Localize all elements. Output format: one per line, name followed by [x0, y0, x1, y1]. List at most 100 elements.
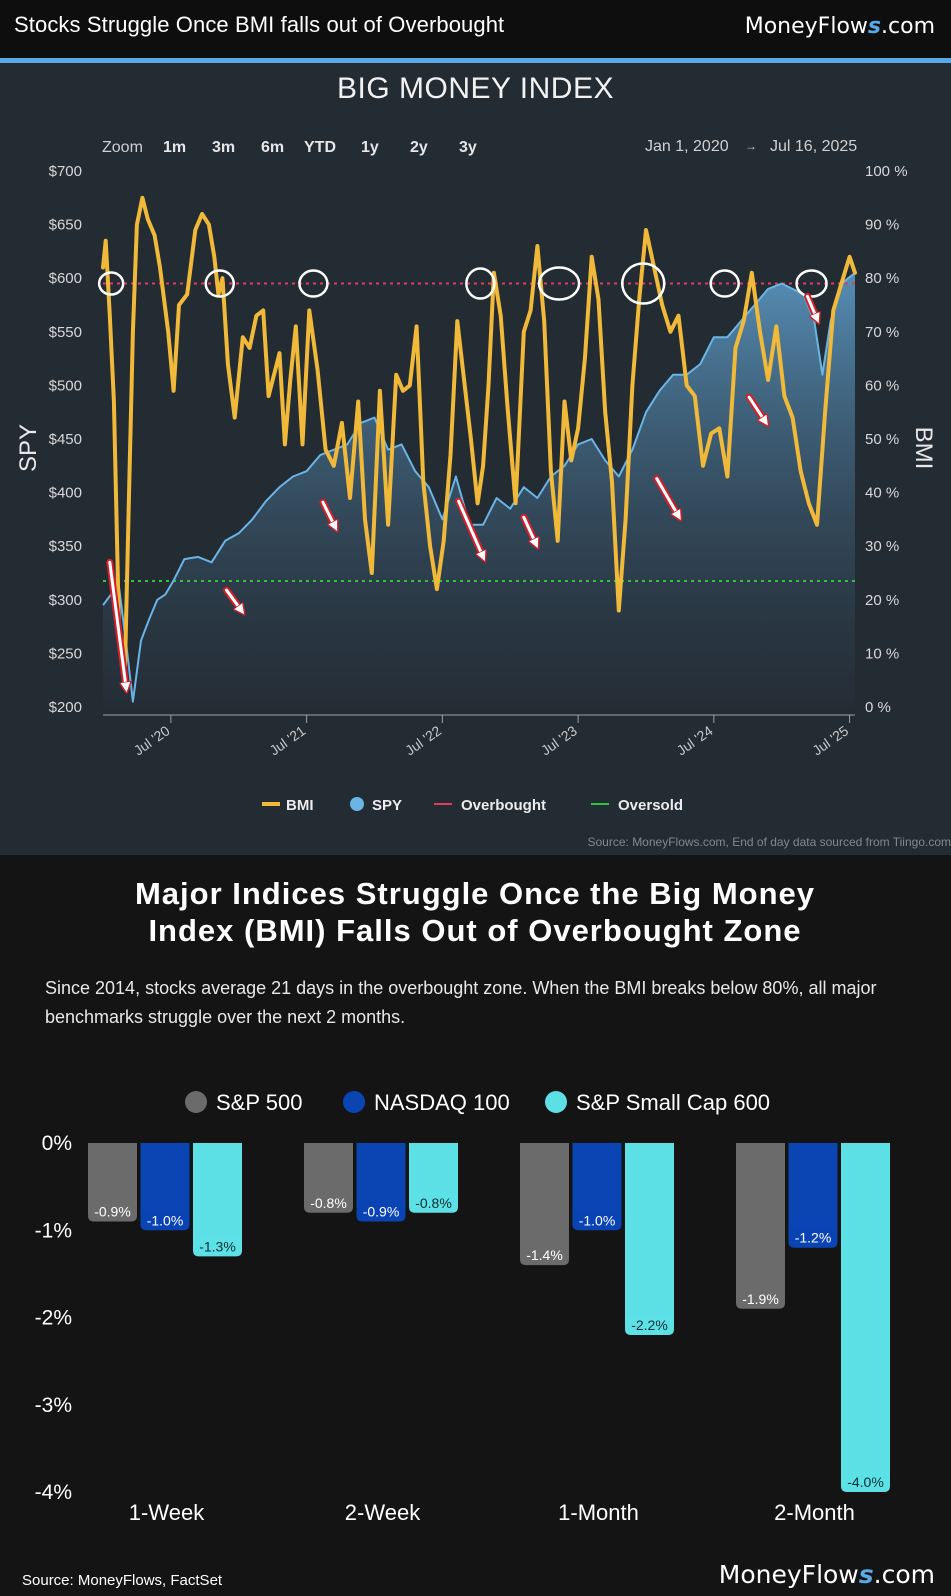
down-arrow [457, 499, 483, 557]
bmi-chart-title: BIG MONEY INDEX [336, 72, 614, 105]
bar-value-label: -0.8% [310, 1195, 347, 1211]
chart-series [101, 195, 857, 707]
spy-tick-label: $400 [49, 485, 82, 502]
overbought-exit-circle [537, 266, 581, 301]
bmi-tick-label: 20 % [865, 592, 899, 609]
bmi-chart-svg: $700 $650 $600 $550 $500 $450 $400 $350 $300 $250… [15, 163, 937, 814]
x-tick-label: Jul '24 [674, 722, 716, 758]
header-divider [0, 58, 951, 63]
section2-description: Since 2014, stocks average 21 days in th… [45, 978, 877, 1027]
bar-category-label: 1-Week [129, 1500, 205, 1525]
x-tick-label: Jul '21 [266, 722, 308, 758]
bar-2-month-0 [736, 1143, 785, 1309]
legend-swatch-1 [343, 1091, 365, 1113]
bar-y-tick-label: -4% [35, 1481, 72, 1504]
bar-series: -0.9% -1.0% -1.3% -0.8% -0.9% -0.8% -1.4% -1.0%… [88, 1143, 890, 1492]
bar-1-week-1 [140, 1143, 190, 1231]
bar-value-label-bg [841, 1472, 890, 1491]
overbought-exit-circle [709, 269, 740, 298]
down-arrow [225, 588, 242, 610]
zoom-button-3m[interactable]: 3m [212, 139, 236, 156]
bmi-tick-label: 90 % [865, 217, 899, 234]
bar-1-week-2 [193, 1143, 242, 1257]
section2-title-line2: Index (BMI) Falls Out of Overbought Zone [148, 913, 802, 948]
section2-title: Major Indices Struggle Once the Big Mone… [60, 875, 890, 949]
legend-bmi-label: BMI [286, 797, 314, 814]
zoom-label: Zoom [102, 139, 143, 156]
date-axis-labels: Jul '20 Jul '21 Jul '22 Jul '23 Jul '24 Jul '… [131, 715, 851, 758]
spy-tick-label: $200 [49, 699, 82, 716]
legend-spy-swatch [350, 797, 364, 811]
bar-category-label: 2-Month [774, 1500, 855, 1525]
x-tick-label: Jul '22 [402, 722, 444, 758]
overbought-exit-circle [97, 271, 125, 296]
legend-label-1: NASDAQ 100 [374, 1090, 510, 1115]
legend-label-2: S&P Small Cap 600 [576, 1090, 770, 1115]
header-bar: Stocks Struggle Once BMI falls out of Ov… [0, 0, 951, 58]
spy-line [102, 272, 856, 703]
zoom-button-3y[interactable]: 3y [459, 139, 477, 156]
bar-value-label-bg [357, 1201, 405, 1221]
spy-tick-label: $550 [49, 324, 82, 341]
bar-1-month-1 [572, 1143, 622, 1231]
header-title: Stocks Struggle Once BMI falls out of Ov… [14, 12, 505, 37]
bar-value-label: -1.9% [742, 1291, 779, 1307]
x-tick-label: Jul '23 [538, 722, 580, 758]
bar-y-tick-label: -3% [35, 1394, 72, 1417]
spy-tick-label: $650 [49, 217, 82, 234]
bmi-chart-source: Source: MoneyFlows.com, End of day data … [587, 835, 951, 849]
zoom-button-1m[interactable]: 1m [163, 139, 187, 156]
down-arrow [522, 515, 536, 544]
bar-value-label: -4.0% [847, 1474, 884, 1490]
section2-title-line1: Major Indices Struggle Once the Big Mone… [134, 876, 816, 911]
bar-value-label: -2.2% [631, 1317, 668, 1333]
overbought-exit-circle [298, 269, 329, 298]
bar-x-axis: 1-Week 2-Week 1-Month 2-Month [129, 1500, 855, 1525]
overbought-exit-circle [620, 262, 666, 305]
spy-tick-label: $600 [49, 270, 82, 287]
brand-name: MoneyFlow [744, 14, 868, 39]
bar-2-month-1 [788, 1143, 838, 1248]
bar-value-label-bg [789, 1227, 837, 1247]
bar-value-label-bg [625, 1314, 674, 1334]
spy-axis-labels: $700 $650 $600 $550 $500 $450 $400 $350 $300 $250… [49, 163, 82, 716]
bmi-axis-labels: 100 % 90 % 80 % 70 % 60 % 50 % 40 % 30 % 20 % 10 … [865, 163, 908, 716]
bar-y-tick-label: -1% [35, 1219, 72, 1242]
zoom-button-1y[interactable]: 1y [361, 139, 379, 156]
date-to-input[interactable]: Jul 16, 2025 [770, 138, 858, 155]
x-tick-label: Jul '25 [809, 722, 851, 758]
zoom-button-ytd[interactable]: YTD [304, 139, 336, 156]
bar-value-label-bg [88, 1201, 137, 1221]
zoom-button-2y[interactable]: 2y [410, 139, 428, 156]
bar-value-label: -0.8% [415, 1195, 452, 1211]
bmi-tick-label: 70 % [865, 324, 899, 341]
legend-oversold-label: Oversold [618, 797, 683, 814]
brand-domain: .com [881, 14, 935, 39]
bar-value-label: -1.0% [147, 1212, 184, 1228]
bar-1-month-0 [520, 1143, 569, 1266]
bmi-tick-label: 0 % [865, 699, 891, 716]
indices-bar-chart: S&P 500 NASDAQ 100 S&P Small Cap 600 0% -1%… [35, 1090, 890, 1525]
bmi-tick-label: 60 % [865, 377, 899, 394]
zoom-button-6m[interactable]: 6m [261, 139, 285, 156]
bar-value-label-bg [409, 1192, 458, 1212]
brand-bottom-s: s [858, 1560, 874, 1589]
bar-1-month-2 [625, 1143, 674, 1335]
bar-y-axis: 0% -1% -2% -3% -4% [35, 1132, 72, 1504]
bar-value-label-bg [141, 1210, 189, 1230]
bar-y-tick-label: 0% [42, 1132, 72, 1155]
bmi-tick-label: 10 % [865, 645, 899, 662]
bar-value-label: -1.4% [526, 1247, 563, 1263]
date-arrow-icon: → [745, 139, 757, 153]
bar-value-label-bg [304, 1192, 353, 1212]
bar-2-month-2 [841, 1143, 890, 1492]
spy-tick-label: $450 [49, 431, 82, 448]
bmi-tick-label: 40 % [865, 485, 899, 502]
x-tick-label: Jul '20 [131, 722, 173, 758]
overbought-exit-circle [465, 267, 496, 300]
bar-y-tick-label: -2% [35, 1307, 72, 1330]
date-from-input[interactable]: Jan 1, 2020 [645, 138, 729, 155]
bmi-line [101, 195, 857, 683]
bmi-tick-label: 80 % [865, 270, 899, 287]
bar-value-label-bg [520, 1245, 569, 1265]
